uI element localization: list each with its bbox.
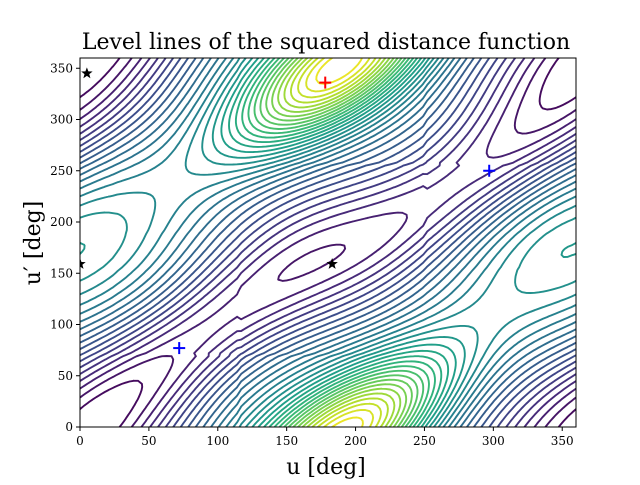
contour-level: [253, 58, 425, 427]
y-tick-label: 0: [65, 420, 73, 434]
contour-level: [220, 58, 457, 427]
contour-level: [80, 58, 576, 427]
y-tick-label: 250: [50, 164, 73, 178]
x-tick-label: 250: [413, 434, 436, 448]
x-tick-label: 300: [482, 434, 505, 448]
contour-level: [80, 58, 576, 427]
maximum-marker: [319, 76, 332, 89]
y-tick-label: 50: [58, 369, 73, 383]
contour-level: [80, 58, 576, 427]
contour-level: [80, 58, 576, 427]
saddle-marker: [326, 258, 338, 269]
contour-level: [80, 58, 576, 427]
y-tick-label: 150: [50, 266, 73, 280]
contour-level: [80, 58, 576, 427]
x-tick-label: 150: [275, 434, 298, 448]
chart-title: Level lines of the squared distance func…: [82, 30, 570, 55]
contour-level: [80, 58, 576, 427]
contour-level: [305, 58, 375, 427]
y-tick-label: 350: [50, 61, 73, 75]
contour-level: [265, 58, 413, 427]
contour-lines: [80, 58, 576, 427]
contour-level: [80, 58, 576, 427]
y-tick-label: 100: [50, 318, 73, 332]
x-tick-label: 200: [344, 434, 367, 448]
contour-level: [283, 58, 396, 427]
contour-level: [247, 58, 430, 427]
y-tick-label: 200: [50, 215, 73, 229]
saddle-marker: [81, 67, 93, 79]
x-tick-label: 0: [76, 434, 84, 448]
x-tick-label: 100: [206, 434, 229, 448]
x-axis: 0 50 100 150 200 250 300 350: [76, 427, 574, 448]
contour-level: [80, 58, 576, 427]
y-axis: 0 50 100 150 200 250 300 350: [50, 61, 80, 434]
y-tick-label: 300: [50, 113, 73, 127]
minimum-marker: [483, 164, 496, 177]
plot-frame: [79, 57, 577, 428]
contour-level: [228, 58, 450, 427]
contour-level: [289, 58, 389, 427]
contour-level: [80, 58, 576, 427]
minimum-marker: [173, 342, 186, 355]
contour-level: [259, 58, 419, 427]
contour-level: [271, 58, 408, 427]
x-tick-label: 50: [141, 434, 156, 448]
contour-level: [297, 58, 382, 427]
contour-level: [80, 58, 576, 427]
contour-level: [80, 58, 576, 427]
y-axis-label: u′ [deg]: [21, 201, 46, 286]
contour-level: [80, 58, 576, 427]
x-axis-label: u [deg]: [286, 455, 366, 480]
saddle-marker: [80, 258, 86, 269]
contour-level: [241, 58, 436, 427]
critical-point-markers: [80, 67, 496, 355]
x-tick-label: 350: [551, 434, 574, 448]
